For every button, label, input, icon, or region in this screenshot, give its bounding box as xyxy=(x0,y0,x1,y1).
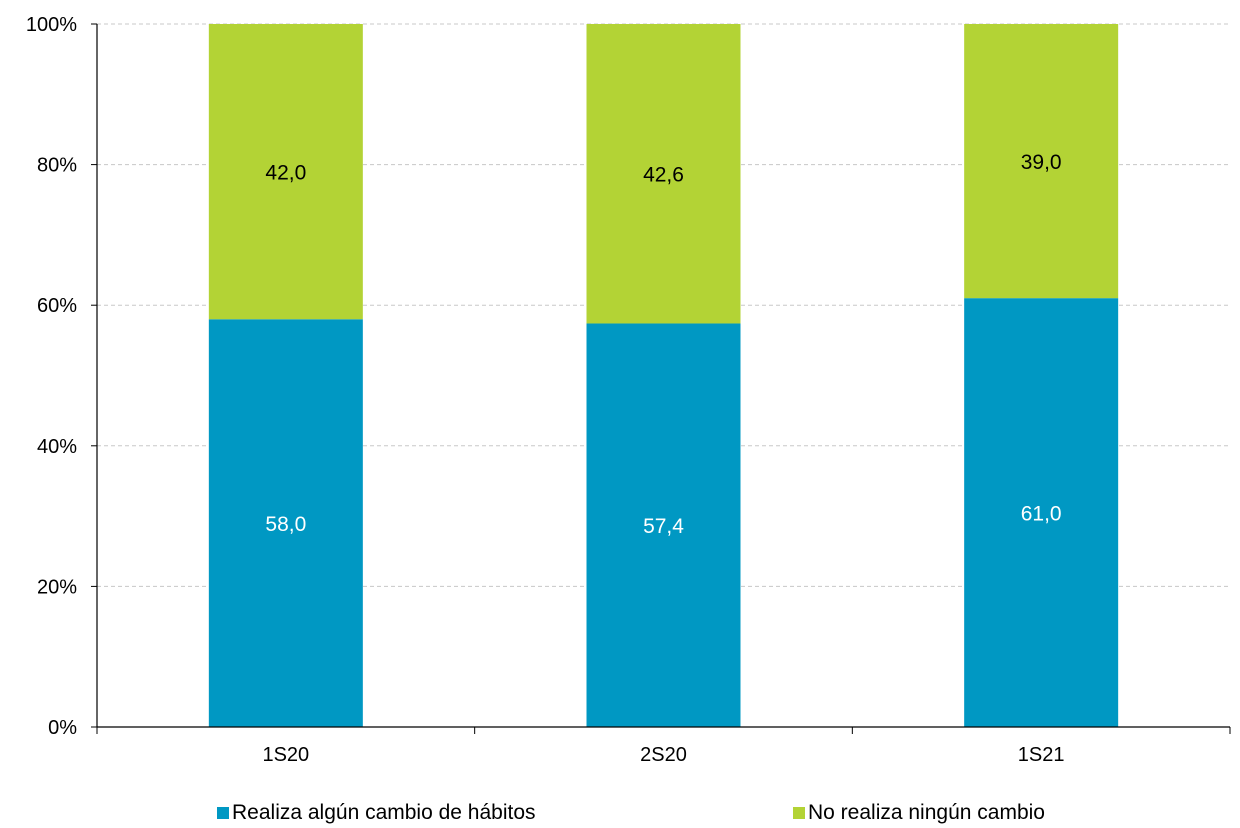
bar-1S20-series-1 xyxy=(208,319,363,727)
legend-swatch-series-1 xyxy=(217,807,229,819)
data-label: 42,6 xyxy=(643,164,684,187)
bar-2S20-series-1 xyxy=(586,323,741,727)
bar-1S21-series-2 xyxy=(964,24,1119,299)
data-label: 39,0 xyxy=(1021,151,1062,174)
x-tick-label: 1S20 xyxy=(262,744,309,766)
legend-label-series-1: Realiza algún cambio de hábitos xyxy=(232,801,536,824)
legend-swatch-series-2 xyxy=(793,807,805,819)
legend-label-series-2: No realiza ningún cambio xyxy=(808,801,1045,824)
data-label: 42,0 xyxy=(265,162,306,185)
y-tick-label: 40% xyxy=(37,436,77,458)
data-label: 57,4 xyxy=(643,515,684,538)
y-tick-label: 80% xyxy=(37,155,77,177)
x-tick-label: 1S21 xyxy=(1018,744,1065,766)
bar-1S21-series-1 xyxy=(964,298,1119,727)
y-tick-label: 20% xyxy=(37,576,77,598)
y-tick-label: 100% xyxy=(26,14,77,36)
legend-item-series-2: No realiza ningún cambio xyxy=(793,798,1045,828)
y-tick-label: 0% xyxy=(48,717,77,739)
x-tick-label: 2S20 xyxy=(640,744,687,766)
data-label: 58,0 xyxy=(265,513,306,536)
bar-2S20-series-2 xyxy=(586,24,741,324)
bar-1S20-series-2 xyxy=(208,24,363,320)
legend-item-series-1: Realiza algún cambio de hábitos xyxy=(217,798,536,828)
y-tick-label: 60% xyxy=(37,295,77,317)
data-label: 61,0 xyxy=(1021,503,1062,526)
